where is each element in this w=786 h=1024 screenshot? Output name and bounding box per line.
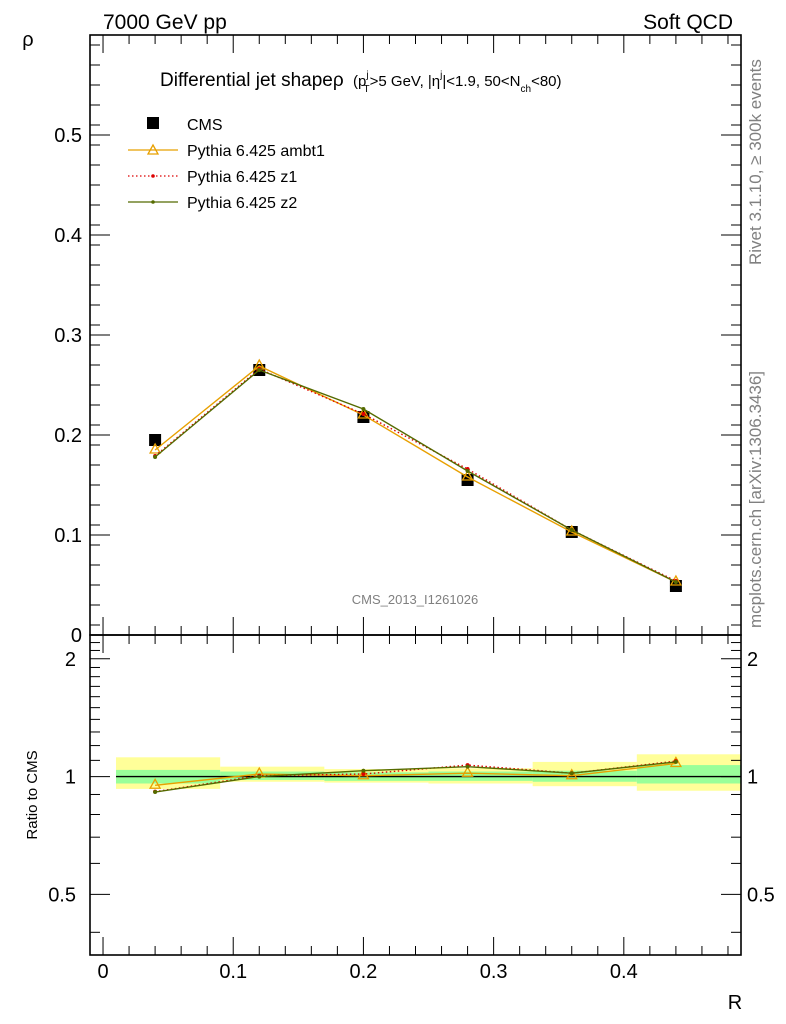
main-axes: 0.1 0.2 0.3 0.4 0.5 0 (54, 35, 741, 647)
legend-cms-label: CMS (187, 117, 223, 134)
ratio-y-tick-label-right: 0.5 (747, 884, 775, 906)
title-cut3: <80) (531, 73, 561, 90)
ratio-data-point (361, 768, 366, 773)
data-point (148, 442, 162, 454)
ratio-series-line (155, 762, 676, 786)
main-y-axis-label: ρ (22, 29, 33, 51)
data-point (357, 407, 370, 419)
title-pt-sup: j (365, 70, 368, 81)
legend-z1-label: Pythia 6.425 z1 (187, 169, 297, 186)
y-tick-label: 0.3 (54, 325, 82, 347)
uncertainty-band-inner (636, 765, 741, 784)
legend-z2-label: Pythia 6.425 z2 (187, 195, 297, 212)
ratio-axes: 0.5 0.5 1 1 2 2 0 0.1 0.2 0.3 0.4 (48, 635, 775, 983)
ratio-data-point (461, 765, 474, 777)
data-point (465, 469, 470, 473)
legend-ambt1-label: Pythia 6.425 ambt1 (187, 143, 325, 160)
ratio-y-tick-label-right: 2 (747, 649, 758, 671)
main-panel: 0.10.20.30.40.50 Differential jet shapeρ… (22, 29, 742, 647)
ratio-series-line (154, 761, 676, 793)
ratio-y-tick-label: 1 (65, 767, 76, 789)
x-tick-label: 0 (97, 961, 108, 983)
ratio-data-point (148, 777, 162, 789)
data-point (257, 368, 262, 372)
title-rho: ρ (333, 70, 344, 91)
x-axis-label: R (728, 992, 742, 1014)
ratio-data-point (257, 774, 262, 779)
title-cut1: >5 GeV, |η (370, 73, 440, 90)
main-series (148, 358, 683, 592)
data-point (673, 580, 678, 584)
legend-z2-marker (151, 200, 155, 204)
main-title: Differential jet shapeρ (pj T>5 GeV, |ηj|… (160, 70, 562, 95)
ratio-y-tick-label-right: 1 (747, 767, 758, 789)
legend-ambt1-marker (146, 143, 160, 155)
header-right-label: Soft QCD (643, 11, 733, 34)
ratio-y-tick-label: 0.5 (48, 884, 76, 906)
ratio-data-point (465, 764, 470, 769)
title-open: (p (353, 73, 366, 90)
data-point (149, 434, 162, 446)
series-line (154, 365, 677, 583)
rivet-label: Rivet 3.1.10, ≥ 300k events (746, 59, 765, 265)
legend: CMS Pythia 6.425 ambt1 Pythia 6.425 z1 P… (128, 117, 325, 212)
y-tick-label: 0.1 (54, 525, 82, 547)
data-point (669, 580, 682, 592)
title-cut2: |<1.9, 50<N (442, 73, 520, 90)
ratio-data-point (361, 772, 366, 777)
series-line (154, 368, 677, 582)
ratio-data-point (673, 759, 678, 764)
header-left-label: 7000 GeV pp (103, 11, 227, 34)
x-tick-label: 0.4 (610, 961, 638, 983)
legend-cms-marker (147, 117, 159, 129)
x-tick-label: 0.3 (480, 961, 508, 983)
ratio-series (148, 756, 683, 795)
title-nch-sub: ch (521, 84, 532, 95)
y-tick-label: 0.4 (54, 225, 82, 247)
ratio-frame (89, 634, 742, 956)
data-point (153, 455, 158, 459)
ratio-bands (116, 754, 741, 791)
data-point (461, 469, 474, 481)
mcplots-label: mcplots.cern.ch [arXiv:1306.3436] (746, 371, 765, 628)
ratio-panel: 0.5 0.5 1 1 2 2 0 0.1 0.2 0.3 0.4 Ratio to CMS R (24, 634, 775, 1014)
ratio-data-point (569, 771, 574, 776)
title-eta-sup: j (439, 70, 442, 81)
data-point (361, 407, 366, 411)
analysis-watermark: CMS_2013_I1261026 (352, 592, 479, 607)
title-main: Differential jet shape (160, 70, 333, 91)
y-tick-label-zero: 0 (71, 625, 82, 647)
ratio-data-point (153, 790, 158, 795)
data-point (361, 412, 366, 416)
x-tick-label: 0.2 (350, 961, 378, 983)
series-line (154, 369, 677, 583)
legend-z1-marker (151, 174, 155, 178)
ratio-y-axis-label: Ratio to CMS (24, 750, 41, 839)
y-tick-label: 0.5 (54, 125, 82, 147)
data-point (569, 528, 574, 532)
y-tick-label: 0.2 (54, 425, 82, 447)
ratio-data-point (565, 768, 578, 780)
title-pt-sub: T (364, 84, 370, 95)
ratio-y-tick-label: 2 (65, 649, 76, 671)
x-tick-label: 0.1 (219, 961, 247, 983)
